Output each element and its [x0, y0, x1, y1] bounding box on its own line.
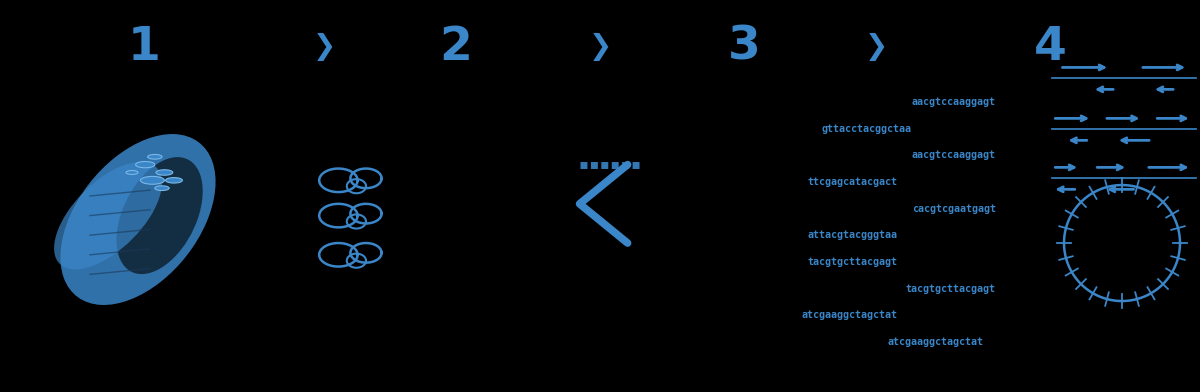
Ellipse shape	[60, 134, 216, 305]
Text: tacgtgcttacgagt: tacgtgcttacgagt	[906, 283, 996, 294]
Text: aacgtccaaggagt: aacgtccaaggagt	[912, 150, 996, 160]
Circle shape	[166, 178, 182, 183]
Circle shape	[136, 162, 155, 168]
Circle shape	[126, 171, 138, 174]
Ellipse shape	[116, 157, 203, 274]
Text: 3: 3	[727, 25, 761, 69]
Circle shape	[140, 176, 164, 184]
Text: atcgaaggctagctat: atcgaaggctagctat	[888, 337, 984, 347]
Ellipse shape	[54, 162, 162, 269]
Text: ❯: ❯	[864, 33, 888, 61]
Text: 1: 1	[127, 25, 161, 69]
Text: cacgtcgaatgagt: cacgtcgaatgagt	[912, 203, 996, 214]
Text: ❯: ❯	[588, 33, 612, 61]
Text: tacgtgcttacgagt: tacgtgcttacgagt	[808, 257, 898, 267]
Text: ❯: ❯	[312, 33, 336, 61]
Circle shape	[156, 170, 173, 175]
Circle shape	[155, 186, 169, 191]
Text: 2: 2	[439, 25, 473, 69]
Text: aacgtccaaggagt: aacgtccaaggagt	[912, 97, 996, 107]
Text: 4: 4	[1033, 25, 1067, 69]
Text: atcgaaggctagctat: atcgaaggctagctat	[802, 310, 898, 320]
Text: gttacctacggctaa: gttacctacggctaa	[822, 123, 912, 134]
Text: ttcgagcatacgact: ttcgagcatacgact	[808, 177, 898, 187]
Text: attacgtacgggtaa: attacgtacgggtaa	[808, 230, 898, 240]
Circle shape	[148, 154, 162, 159]
